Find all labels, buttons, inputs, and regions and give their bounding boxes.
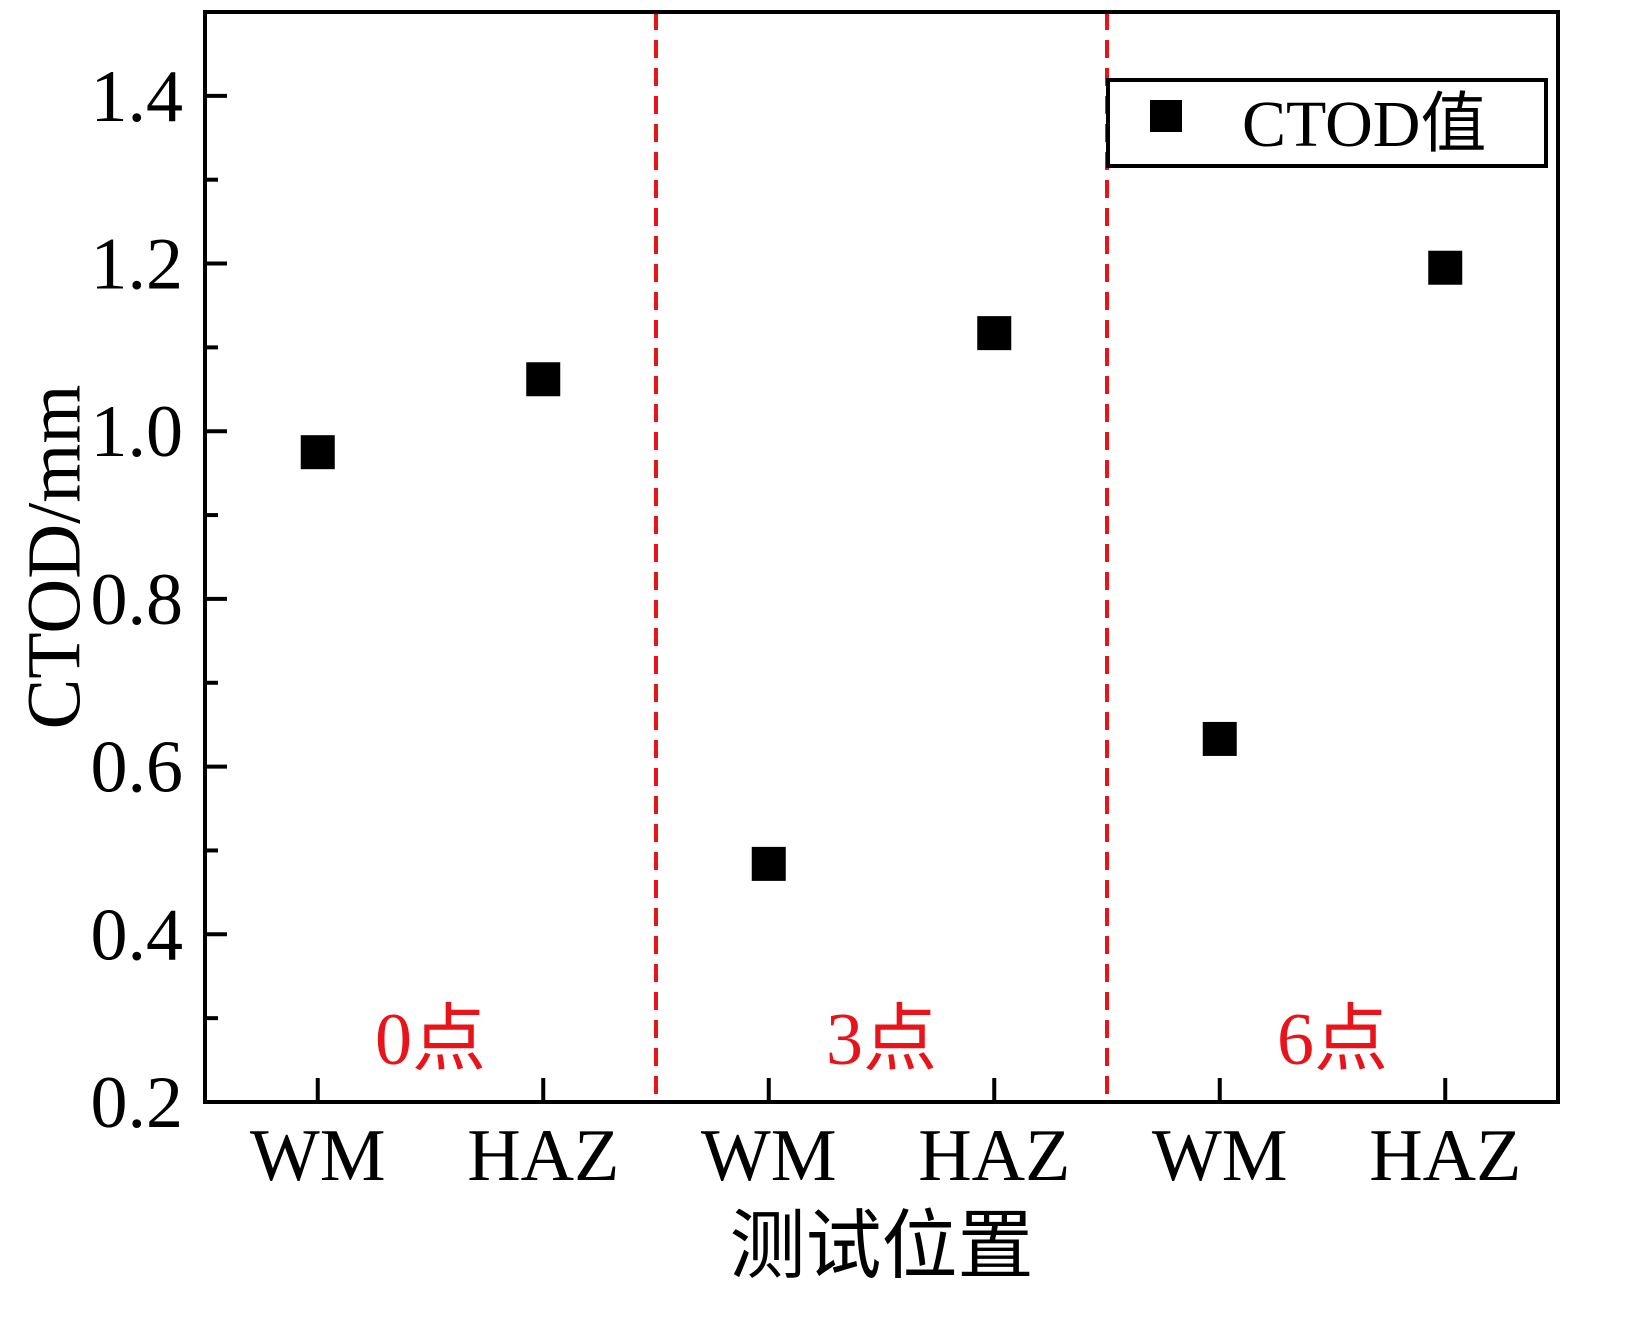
data-point (300, 435, 335, 470)
x-tick-label: WM (250, 1115, 386, 1197)
y-axis-ticks: 0.2 0.4 0.6 0.8 1.0 1.2 1.4 (91, 56, 227, 1144)
y-tick-label: 0.4 (91, 894, 184, 976)
y-axis-title: CTOD/mm (12, 385, 96, 730)
y-tick-label: 0.8 (91, 559, 184, 641)
x-tick-label: HAZ (918, 1115, 1070, 1197)
y-tick-label: 1.2 (91, 224, 184, 306)
group-labels: 0点 3点 6点 (375, 999, 1388, 1081)
legend-box (1106, 78, 1548, 168)
group-dividers (654, 12, 1109, 1102)
y-tick-label: 1.4 (91, 56, 184, 138)
plot-frame (203, 10, 1560, 1104)
x-tick-label: HAZ (1369, 1115, 1521, 1197)
y-tick-label: 1.0 (91, 391, 184, 473)
data-point (977, 316, 1012, 351)
x-tick-label: HAZ (467, 1115, 619, 1197)
group-label: 3点 (826, 999, 937, 1081)
data-point (751, 846, 786, 881)
data-points (300, 250, 1463, 881)
x-axis-ticks: WM HAZ WM HAZ WM HAZ (250, 1078, 1521, 1197)
data-point (1202, 721, 1237, 756)
y-tick-label: 0.6 (91, 727, 184, 809)
legend: CTOD值 (1106, 78, 1548, 168)
data-point (526, 362, 561, 397)
legend-marker (1150, 100, 1182, 132)
data-point (1428, 250, 1463, 285)
y-tick-label: 0.2 (91, 1062, 184, 1144)
x-tick-label: WM (1152, 1115, 1288, 1197)
group-label: 6点 (1277, 999, 1388, 1081)
x-tick-label: WM (701, 1115, 837, 1197)
legend-label: CTOD值 (1242, 88, 1486, 161)
group-label: 0点 (375, 999, 486, 1081)
x-axis-title: 测试位置 (730, 1205, 1034, 1289)
